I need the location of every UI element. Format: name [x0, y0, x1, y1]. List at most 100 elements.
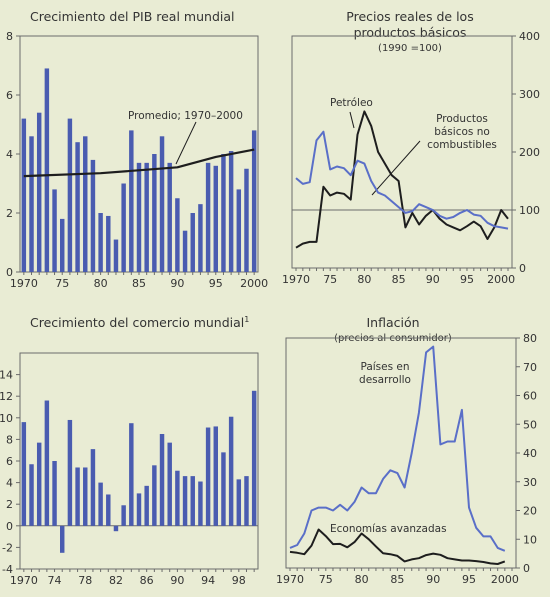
prices-chart-subtitle: (1990 =100): [378, 43, 442, 54]
gdp-ytick-label: 0: [6, 266, 13, 279]
trade-chart-title-footnote: 1: [244, 315, 249, 324]
prices-chart-title-line1: Precios reales de los: [346, 9, 473, 24]
trade-ytick-label: 4: [6, 477, 13, 490]
prices-ytick-label: 0: [519, 262, 526, 275]
prices-ytick-label: 200: [519, 146, 540, 159]
prices-ytick-label: 400: [519, 30, 540, 43]
trade-xtick-label: 1970: [10, 574, 38, 587]
inflation-chart-title: Inflación: [366, 315, 419, 330]
prices-xtick-label: 2000: [487, 273, 515, 286]
gdp-bar: [129, 130, 134, 272]
inflation-xtick-label: 2000: [491, 573, 519, 586]
gdp-bar: [213, 165, 219, 272]
trade-bar: [90, 449, 96, 526]
trade-bar: [83, 467, 88, 526]
oil-label-leader: [349, 111, 355, 129]
gdp-average-line: [23, 148, 255, 178]
inflation-ytick-label: 30: [523, 476, 537, 489]
gdp-xtick-label: 75: [55, 277, 69, 290]
non-fuel-label-leader: [371, 140, 421, 196]
trade-ytick-label: 0: [6, 520, 13, 533]
trade-bar: [136, 493, 142, 526]
trade-bar: [21, 422, 27, 526]
prices-xtick-label: 90: [426, 273, 440, 286]
trade-bar: [182, 476, 188, 526]
inflation-ytick-label: 20: [523, 505, 537, 518]
inflation-ytick-label: 80: [523, 332, 537, 345]
trade-bar: [75, 467, 80, 526]
non-fuel-label-line1: Productos: [436, 113, 488, 125]
gdp-bar: [236, 189, 242, 272]
non-fuel-label-line3: combustibles: [427, 139, 497, 151]
inflation-panel: Inflación (precios al consumidor) Países…: [276, 315, 537, 586]
prices-plot-frame: [291, 35, 513, 269]
trade-xtick-label: 74: [48, 574, 62, 587]
trade-bar: [213, 426, 219, 526]
trade-ytick-label: 8: [6, 433, 13, 446]
trade-bar: [44, 400, 50, 526]
prices-series-line-0: [295, 110, 509, 249]
average-line-label: Promedio; 1970–2000: [128, 110, 243, 122]
inflation-series-line-1: [289, 528, 506, 565]
trade-bar: [228, 416, 234, 526]
trade-xtick-label: 86: [140, 574, 154, 587]
prices-ytick-label: 100: [519, 204, 540, 217]
trade-ytick-label: 14: [0, 369, 13, 382]
gdp-bar: [251, 130, 257, 272]
prices-xtick-label: 1970: [282, 273, 310, 286]
prices-series-line-1: [295, 130, 509, 230]
gdp-bar: [113, 239, 119, 272]
trade-ytick-label: 12: [0, 390, 13, 403]
average-label-leader: [175, 121, 197, 165]
gdp-bar: [83, 136, 88, 272]
trade-ytick-label: 2: [6, 498, 13, 511]
trade-ytick-label: 10: [0, 412, 13, 425]
developing-label-line1: Países en: [360, 361, 409, 373]
trade-xtick-label: 94: [201, 574, 215, 587]
trade-bar: [175, 470, 180, 526]
gdp-bar: [167, 162, 172, 272]
gdp-bar: [44, 68, 50, 272]
prices-ytick-label: 300: [519, 88, 540, 101]
prices-xtick-label: 80: [357, 273, 371, 286]
trade-bar: [190, 476, 195, 526]
inflation-xtick-label: 75: [319, 573, 333, 586]
gdp-bar: [98, 213, 103, 272]
trade-bar: [121, 505, 126, 526]
gdp-xtick-label: 1970: [10, 277, 38, 290]
gdp-xtick-label: 85: [132, 277, 146, 290]
trade-bar: [236, 479, 242, 526]
inflation-xtick-label: 85: [390, 573, 404, 586]
gdp-bar: [121, 183, 126, 272]
gdp-bar: [198, 204, 203, 272]
inflation-xtick-label: 90: [426, 573, 440, 586]
prices-xtick-label: 95: [460, 273, 474, 286]
gdp-bar: [228, 151, 234, 272]
trade-bar: [198, 481, 203, 526]
gdp-ytick-label: 8: [6, 30, 13, 43]
gdp-bar: [106, 215, 111, 272]
gdp-bar: [75, 142, 80, 272]
trade-xtick-label: 82: [109, 574, 123, 587]
gdp-bar: [221, 154, 226, 272]
developing-label-line2: desarrollo: [359, 374, 411, 386]
trade-xtick-label: 78: [78, 574, 92, 587]
trade-chart-title: Crecimiento del comercio mundial1: [30, 315, 249, 330]
trade-bar: [29, 464, 34, 526]
trade-xtick-label: 90: [170, 574, 184, 587]
trade-bar: [244, 476, 249, 526]
gdp-bar: [175, 198, 180, 272]
gdp-bar: [144, 162, 149, 272]
inflation-xtick-label: 1970: [276, 573, 304, 586]
trade-ytick-label: -4: [2, 563, 13, 576]
gdp-xtick-label: 2000: [240, 277, 268, 290]
trade-bar: [152, 465, 157, 526]
gdp-bar: [205, 162, 211, 272]
inflation-ytick-label: 10: [523, 533, 537, 546]
inflation-xtick-label: 80: [355, 573, 369, 586]
inflation-ytick-label: 60: [523, 390, 537, 403]
gdp-ytick-label: 6: [6, 89, 13, 102]
gdp-bar: [159, 136, 165, 272]
trade-growth-panel: Crecimiento del comercio mundial1 -4 -2 0 2…: [0, 315, 259, 587]
